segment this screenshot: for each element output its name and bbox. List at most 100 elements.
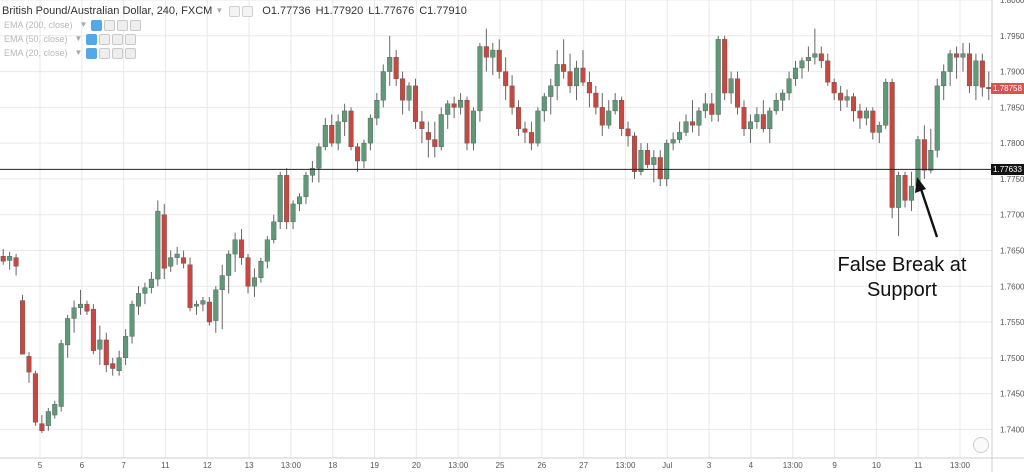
indicator-row-ema-200[interactable]: EMA (200, close) ▼ (2, 18, 467, 32)
indicator-row-ema-20[interactable]: EMA (20, close) ▼ (2, 46, 467, 60)
close-icon[interactable] (130, 19, 142, 31)
candle (947, 50, 953, 86)
candle (735, 71, 741, 115)
symbol-title[interactable]: British Pound/Australian Dollar, 240, FX… (2, 5, 213, 17)
candle-body (889, 82, 895, 208)
candle-body (335, 121, 341, 144)
eye-icon[interactable] (86, 33, 98, 45)
eye-icon[interactable] (86, 47, 98, 59)
candle (850, 93, 857, 122)
settings-icon[interactable] (229, 5, 241, 17)
chart-annotation[interactable]: False Break at Support (812, 253, 992, 303)
candle (361, 139, 367, 169)
candle-body (464, 99, 470, 144)
candle (760, 100, 766, 133)
candle-body (496, 49, 502, 72)
candle-body (129, 303, 135, 337)
candle-body (193, 303, 199, 307)
settings-icon[interactable] (973, 437, 989, 453)
candle-body (316, 146, 322, 169)
candle (670, 132, 676, 151)
candle-body (219, 275, 225, 291)
candle (689, 100, 695, 133)
indicator-row-ema-50[interactable]: EMA (50, close) ▼ (2, 32, 467, 46)
chevron-down-icon[interactable]: ▼ (79, 20, 88, 29)
x-tick-label: 13 (245, 461, 254, 470)
candle-body (631, 135, 638, 172)
indicator-label: EMA (50, close) (4, 34, 68, 44)
candle-body (677, 132, 683, 140)
candle (516, 100, 522, 136)
annotation-line-2: Support (866, 279, 938, 301)
candle-body (625, 128, 631, 137)
candle-body (921, 139, 927, 171)
candle-body (941, 71, 947, 87)
candle-body (818, 53, 824, 62)
candle-body (297, 196, 303, 205)
candle (290, 200, 296, 229)
candle (599, 93, 605, 136)
candle-body (284, 175, 290, 223)
candle (561, 39, 567, 79)
candle (65, 314, 71, 358)
candle (206, 296, 212, 326)
more-icon[interactable] (112, 33, 124, 45)
candle (135, 286, 142, 315)
candle (612, 93, 618, 115)
candle-body (0, 255, 6, 262)
candle (870, 107, 876, 140)
candle (271, 214, 277, 244)
settings-icon[interactable] (99, 33, 111, 45)
candle (32, 370, 38, 426)
close-icon[interactable] (125, 47, 137, 59)
candles (0, 28, 992, 433)
chevron-down-icon[interactable]: ▼ (74, 34, 83, 43)
candle-body (348, 110, 354, 147)
candle (773, 93, 779, 115)
candle (26, 352, 32, 383)
candle (45, 407, 51, 431)
candle (129, 300, 135, 344)
candle (934, 78, 940, 158)
candle (78, 289, 84, 315)
chevron-down-icon[interactable]: ▼ (215, 6, 224, 15)
y-tick-label: 1.78000 (1000, 139, 1024, 148)
candle-body (619, 99, 625, 130)
candle-body (425, 132, 431, 140)
candle-body (973, 60, 979, 87)
more-icon[interactable] (112, 47, 124, 59)
more-icon[interactable] (117, 19, 129, 31)
candle (657, 150, 663, 187)
candle-body (747, 121, 753, 130)
settings-icon[interactable] (104, 19, 116, 31)
candle-body (760, 114, 766, 130)
candle-body (908, 185, 914, 201)
settings-icon[interactable] (99, 47, 111, 59)
candle (181, 250, 187, 269)
candle-body (258, 261, 264, 278)
candle (941, 64, 947, 101)
candle (90, 304, 96, 355)
candle (722, 35, 728, 101)
candle-body (799, 60, 805, 69)
close-icon[interactable] (125, 33, 137, 45)
candle (110, 357, 116, 376)
x-tick-label: 19 (370, 461, 379, 470)
candle-body (32, 373, 38, 423)
candle-body (586, 82, 592, 94)
eye-icon[interactable] (242, 5, 254, 17)
candle-body (715, 39, 721, 115)
y-tick-label: 1.79500 (1000, 32, 1024, 41)
candle-body (251, 277, 257, 287)
candle-body (728, 78, 734, 94)
candle (0, 249, 6, 265)
candle (793, 60, 799, 86)
eye-icon[interactable] (91, 19, 103, 31)
candle (464, 96, 470, 151)
y-tick-label: 1.80000 (1000, 0, 1024, 5)
candle (908, 171, 914, 212)
candle-body (896, 175, 902, 208)
chevron-down-icon[interactable]: ▼ (74, 48, 83, 57)
candle (174, 246, 180, 265)
